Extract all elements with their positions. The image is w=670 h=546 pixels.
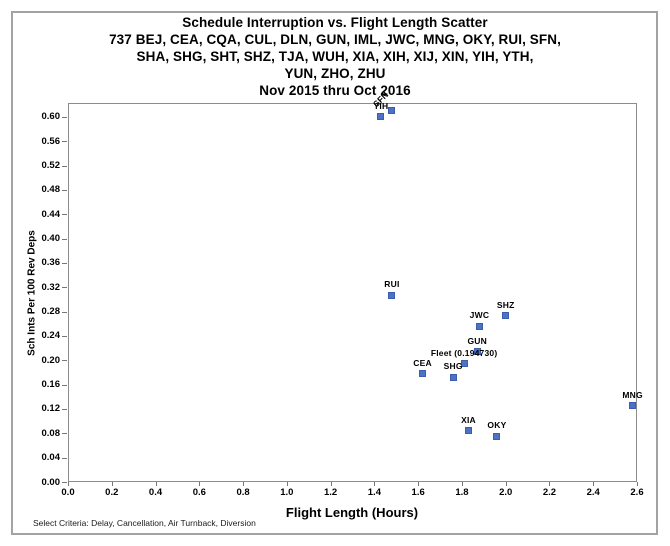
y-tick-mark	[62, 482, 67, 483]
x-tick-label: 0.2	[105, 487, 119, 498]
data-point-marker	[493, 432, 501, 440]
data-point-label: Fleet (0.194730)	[430, 347, 498, 358]
y-tick-mark	[62, 287, 67, 289]
y-tick-label: 0.16	[41, 379, 61, 391]
y-tick-mark	[62, 214, 67, 216]
x-tick-label: 0.6	[192, 487, 206, 498]
x-tick-label: 0.0	[61, 487, 75, 498]
data-point-marker	[377, 113, 385, 121]
y-tick-label: 0.04	[41, 452, 61, 464]
x-tick-label: 2.6	[630, 487, 644, 498]
data-point-marker	[460, 360, 468, 368]
x-tick-label: 1.0	[280, 487, 294, 498]
y-tick-label: 0.08	[41, 427, 61, 439]
x-tick-mark	[111, 482, 113, 486]
x-tick-mark	[199, 482, 201, 486]
y-tick-label: 0.12	[41, 403, 61, 415]
data-point-marker	[464, 427, 472, 435]
y-tick-label: 0.28	[41, 306, 61, 318]
data-point-marker	[388, 291, 396, 299]
y-tick-label: 0.56	[41, 135, 61, 147]
data-point-label: SHG	[443, 361, 463, 372]
x-tick-mark	[637, 482, 638, 486]
y-tick-mark	[62, 238, 67, 240]
y-tick-label: 0.48	[41, 184, 61, 196]
y-tick-label: 0.00	[41, 476, 61, 488]
y-tick-label: 0.36	[41, 257, 61, 269]
data-point-marker	[629, 402, 637, 410]
y-tick-mark	[62, 360, 67, 362]
y-tick-label: 0.24	[41, 330, 61, 342]
data-point-marker	[449, 373, 457, 381]
x-tick-mark	[243, 482, 245, 486]
data-point-label: OKY	[487, 420, 507, 431]
x-tick-mark	[549, 482, 551, 486]
x-tick-label: 1.2	[324, 487, 338, 498]
data-point-label: RUI	[384, 279, 400, 290]
y-tick-mark	[62, 408, 67, 410]
y-tick-mark	[62, 457, 67, 459]
data-point-marker	[419, 370, 427, 378]
data-point-label: MNG	[622, 389, 643, 400]
x-tick-label: 1.4	[367, 487, 381, 498]
data-point-label: CEA	[413, 357, 432, 368]
chart-title: Schedule Interruption vs. Flight Length …	[182, 15, 488, 30]
y-tick-mark	[62, 262, 67, 264]
x-tick-mark	[505, 482, 507, 486]
y-tick-label: 0.20	[41, 354, 61, 366]
x-tick-mark	[330, 482, 332, 486]
y-tick-mark	[62, 189, 67, 191]
x-tick-label: 0.8	[236, 487, 250, 498]
y-tick-mark	[62, 311, 67, 313]
x-tick-label: 0.4	[148, 487, 163, 498]
y-tick-mark	[62, 116, 67, 118]
data-point-marker	[473, 348, 481, 356]
select-criteria-footnote: Select Criteria: Delay, Cancellation, Ai…	[33, 518, 256, 528]
plot-area	[68, 103, 637, 482]
x-axis-label: Flight Length (Hours)	[285, 505, 419, 520]
x-tick-mark	[374, 482, 376, 486]
data-point-marker	[475, 322, 483, 330]
data-point-label: GUN	[467, 335, 487, 346]
y-tick-label: 0.40	[41, 233, 61, 245]
y-tick-mark	[62, 433, 67, 435]
x-tick-mark	[68, 482, 69, 486]
x-tick-label: 1.6	[411, 487, 425, 498]
chart-title-block: Schedule Interruption vs. Flight Length …	[0, 14, 670, 99]
chart-subtitle-fleet-line-1: 737 BEJ, CEA, CQA, CUL, DLN, GUN, IML, J…	[109, 32, 561, 47]
data-point-label: XIA	[461, 414, 476, 425]
y-tick-label: 0.52	[41, 160, 61, 172]
x-tick-mark	[155, 482, 157, 486]
x-tick-label: 2.0	[499, 487, 513, 498]
x-tick-label: 2.2	[542, 487, 557, 498]
x-tick-mark	[286, 482, 288, 486]
y-tick-mark	[62, 141, 67, 143]
x-tick-mark	[418, 482, 420, 486]
y-tick-mark	[62, 335, 67, 337]
data-point-label: JWC	[469, 310, 490, 321]
data-point-label: SHZ	[496, 299, 515, 310]
x-tick-mark	[593, 482, 595, 486]
x-tick-label: 1.8	[455, 487, 469, 498]
chart-subtitle-fleet-line-2: SHA, SHG, SHT, SHZ, TJA, WUH, XIA, XIH, …	[136, 49, 534, 64]
y-tick-label: 0.60	[41, 111, 61, 123]
y-axis-label: Sch Ints Per 100 Rev Deps	[26, 230, 38, 356]
data-point-label: YIH	[373, 100, 389, 111]
data-point-marker	[388, 107, 396, 115]
y-tick-label: 0.32	[41, 281, 61, 293]
y-tick-label: 0.44	[41, 208, 61, 220]
chart-subtitle-fleet-line-3: YUN, ZHO, ZHU	[284, 66, 386, 81]
x-tick-label: 2.4	[586, 487, 600, 498]
y-tick-mark	[62, 384, 67, 386]
data-point-marker	[502, 312, 510, 320]
y-tick-mark	[62, 165, 67, 167]
x-tick-mark	[461, 482, 463, 486]
chart-date-range: Nov 2015 thru Oct 2016	[259, 83, 411, 98]
